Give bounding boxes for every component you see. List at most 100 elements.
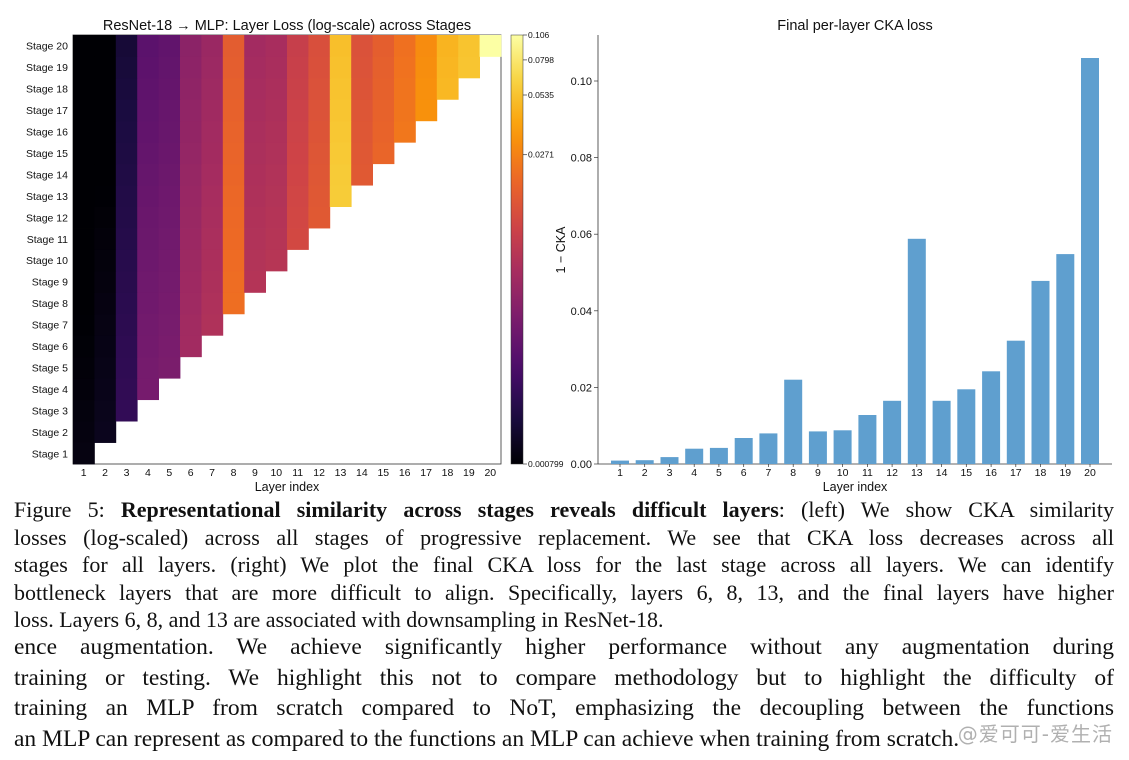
heatmap-cell xyxy=(201,292,224,315)
bar xyxy=(883,400,902,464)
bar xyxy=(858,415,877,464)
heatmap-cell xyxy=(265,185,288,207)
heatmap-cell xyxy=(222,142,245,165)
heatmap-cell xyxy=(265,163,288,186)
x-tick-label: 9 xyxy=(815,467,821,479)
heatmap-cell xyxy=(244,120,266,143)
heatmap-cell xyxy=(158,356,181,379)
bar-chart-x-ticks: 1 2 3 4 5 6 7 8 9 10 11 12 13 14 15 16 17 18 19 20 xyxy=(617,464,1096,479)
layer-label: 10 xyxy=(270,467,282,479)
heatmap-cell xyxy=(73,335,95,358)
heatmap-cell xyxy=(94,56,117,79)
bar-chart-xlabel: Layer index xyxy=(823,480,888,494)
heatmap-cell xyxy=(115,163,138,186)
heatmap-cell xyxy=(222,99,245,122)
heatmap-cell xyxy=(137,313,159,336)
heatmap-cell xyxy=(94,249,117,272)
bar-chart-bars xyxy=(611,58,1099,464)
heatmap-cell xyxy=(244,163,266,186)
heatmap-cell xyxy=(180,270,202,293)
bar xyxy=(907,238,926,464)
y-tick-label: 0.00 xyxy=(571,459,592,471)
x-tick-label: 12 xyxy=(886,467,898,479)
heatmap-cell xyxy=(158,313,181,336)
bar xyxy=(734,438,753,464)
heatmap-cell xyxy=(265,120,288,143)
heatmap-cell xyxy=(137,77,159,100)
heatmap-cell xyxy=(479,35,502,57)
heatmap-cell xyxy=(265,56,288,79)
layer-label: 17 xyxy=(420,467,432,479)
heatmap-cell xyxy=(73,56,95,79)
x-tick-label: 20 xyxy=(1084,467,1096,479)
stage-label: Stage 6 xyxy=(32,341,68,353)
heatmap-cell xyxy=(115,356,138,379)
y-tick-label: 0.08 xyxy=(571,153,592,165)
layer-label: 7 xyxy=(209,467,215,479)
bar xyxy=(932,400,951,464)
caption-bold-title: Representational similarity across stage… xyxy=(120,497,779,522)
heatmap-cell xyxy=(308,163,331,186)
body-line-1: ence augmentation. We achieve significan… xyxy=(14,634,1114,660)
x-tick-label: 19 xyxy=(1059,467,1071,479)
heatmap-cell xyxy=(329,120,352,143)
layer-label: 6 xyxy=(188,467,194,479)
heatmap-cell xyxy=(94,163,117,186)
heatmap-cell xyxy=(180,206,202,229)
heatmap-cell xyxy=(222,206,245,229)
heatmap-cell xyxy=(73,421,95,443)
y-tick-label: 0.06 xyxy=(571,229,592,241)
heatmap-cell xyxy=(244,142,266,165)
heatmap-cell xyxy=(351,120,373,143)
stage-label: Stage 11 xyxy=(27,234,68,246)
x-tick-label: 17 xyxy=(1010,467,1022,479)
heatmap-cell xyxy=(115,399,138,422)
heatmap-cell xyxy=(329,77,352,100)
caption-line-4: bottleneck layers that are more difficul… xyxy=(14,579,1114,605)
colorbar-tick-label: 0.000799 xyxy=(528,459,564,469)
heatmap-cell xyxy=(265,249,288,272)
heatmap-cell xyxy=(287,56,309,79)
stage-label: Stage 16 xyxy=(26,127,68,139)
stage-label: Stage 8 xyxy=(32,298,68,310)
heatmap-cell xyxy=(244,77,266,100)
heatmap-cell xyxy=(394,77,416,100)
stage-label: Stage 12 xyxy=(26,212,68,224)
x-tick-label: 14 xyxy=(936,467,948,479)
heatmap-cell xyxy=(329,185,352,207)
heatmap-cell xyxy=(222,77,245,100)
heatmap-cell xyxy=(73,378,95,401)
bar-chart-ylabel: 1 − CKA xyxy=(554,226,568,274)
bar xyxy=(1081,58,1099,464)
heatmap-cell xyxy=(458,56,480,79)
heatmap-cell xyxy=(180,249,202,272)
heatmap-cell xyxy=(180,142,202,165)
heatmap-cell xyxy=(137,99,159,122)
colorbar-tick-label: 0.0271 xyxy=(528,150,554,160)
heatmap-cell xyxy=(137,185,159,207)
bar xyxy=(685,448,704,464)
heatmap-cell xyxy=(115,206,138,229)
heatmap-cell xyxy=(308,120,331,143)
heatmap-cell xyxy=(94,142,117,165)
heatmap-cell xyxy=(137,142,159,165)
heatmap-cell xyxy=(94,270,117,293)
layer-label: 12 xyxy=(313,467,325,479)
colorbar xyxy=(510,34,524,465)
heatmap-cell xyxy=(180,163,202,186)
heatmap-stage-labels: Stage 20 Stage 19 Stage 18 Stage 17 Stage 16… xyxy=(26,41,68,461)
bar xyxy=(808,431,827,464)
heatmap-cell xyxy=(201,56,224,79)
heatmap-cell xyxy=(265,77,288,100)
caption-line-5: loss. Layers 6, 8, and 13 are associated… xyxy=(14,607,664,632)
heatmap-cell xyxy=(351,99,373,122)
colorbar-ticks: 0.106 0.0798 0.0535 0.0271 0.000799 xyxy=(523,30,564,469)
caption-line1-tail: : (left) We show CKA similarity xyxy=(778,497,1114,522)
bar xyxy=(759,433,778,464)
heatmap-cell xyxy=(158,77,181,100)
heatmap-cell xyxy=(351,35,373,57)
heatmap-cell xyxy=(73,206,95,229)
x-tick-label: 13 xyxy=(911,467,923,479)
heatmap-cell xyxy=(158,335,181,358)
x-tick-label: 1 xyxy=(617,467,623,479)
